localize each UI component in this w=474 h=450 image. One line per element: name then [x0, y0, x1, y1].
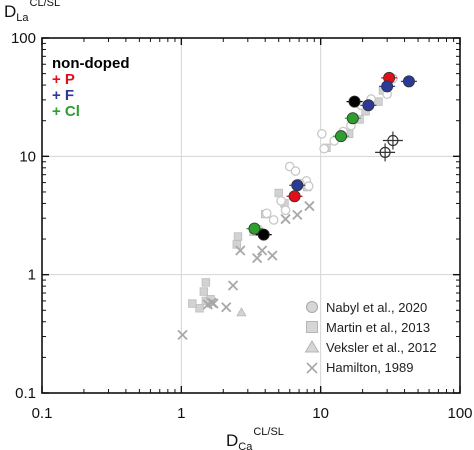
point-open [382, 131, 403, 150]
point-nabyl-et-al-2020 [261, 208, 272, 219]
legend-doping-cl: + Cl [52, 103, 80, 120]
y-axis-label-sup: CL/SL [30, 0, 61, 9]
x-axis-label-main: D [226, 431, 238, 450]
x-axis-label-sub: Ca [238, 441, 253, 450]
point-martin-et-al-2013 [188, 299, 197, 308]
tick-marks [41, 37, 461, 394]
legend-square-marker [306, 321, 318, 333]
point-nabyl-et-al-2020 [317, 128, 327, 139]
point-non-doped [346, 95, 363, 108]
point-nabyl-et-al-2020 [290, 166, 301, 176]
x-tick-label: 1 [177, 405, 185, 422]
point-nabyl-et-al-2020 [276, 196, 286, 206]
plot-frame [41, 37, 461, 394]
point-cl [246, 222, 263, 235]
point-f [379, 80, 396, 93]
y-tick-label: 10 [19, 148, 36, 165]
point-hamilton-1989 [304, 200, 315, 212]
tick-labels: 0.1 1 10 100 0.1 1 10 100 [11, 30, 473, 422]
point-hamilton-1989 [221, 302, 232, 313]
point-nabyl-et-al-2020 [319, 143, 330, 154]
point-martin-et-al-2013 [274, 188, 283, 198]
legend-ref-nabyl-label: Nabyl et al., 2020 [326, 300, 427, 315]
point-martin-et-al-2013 [195, 304, 204, 313]
point-f [360, 99, 377, 112]
point-martin-et-al-2013 [201, 278, 211, 287]
point-nabyl-et-al-2020 [280, 205, 291, 216]
point-hamilton-1989 [292, 209, 303, 221]
point-martin-et-al-2013 [232, 240, 241, 249]
point-martin-et-al-2013 [233, 232, 243, 241]
x-tick-label: 10 [312, 405, 329, 422]
legend-x-marker [306, 362, 318, 374]
point-nabyl-et-al-2020 [303, 181, 314, 191]
data-marks [177, 71, 417, 340]
x-tick-label: 100 [447, 405, 472, 422]
legend-doping-title: non-doped [52, 55, 129, 72]
point-hamilton-1989 [227, 280, 239, 291]
point-non-doped [255, 228, 272, 241]
legend-ref-martin-label: Martin et al., 2013 [326, 320, 430, 335]
point-hamilton-1989 [256, 245, 268, 256]
legend-ref-hamilton: Hamilton, 1989 [306, 360, 413, 375]
point-nabyl-et-al-2020 [268, 215, 279, 225]
point-f [400, 75, 417, 88]
legend-doping-p: + P [52, 71, 75, 88]
y-axis-label-main: D [4, 2, 16, 21]
point-martin-et-al-2013 [199, 287, 209, 296]
y-tick-label: 100 [11, 30, 36, 47]
x-tick-label: 0.1 [32, 405, 53, 422]
x-axis-label-sup: CL/SL [253, 426, 284, 438]
legend-circle-marker [306, 301, 318, 313]
legend-ref-martin: Martin et al., 2013 [306, 320, 430, 335]
y-axis-label-sub: La [16, 12, 29, 24]
y-tick-label: 1 [28, 267, 36, 284]
point-p [286, 190, 303, 203]
legend-ref-hamilton-label: Hamilton, 1989 [326, 360, 413, 375]
y-axis-label: DLaCL/SL [4, 0, 60, 24]
point-hamilton-1989 [280, 213, 291, 225]
point-hamilton-1989 [208, 298, 219, 309]
legend-doping: non-doped + P + F + Cl [52, 55, 129, 120]
point-hamilton-1989 [177, 329, 188, 340]
legend-ref-nabyl: Nabyl et al., 2020 [306, 300, 427, 315]
legend-ref-veksler: Veksler et al., 2012 [304, 340, 437, 355]
point-open [375, 143, 396, 162]
point-hamilton-1989 [252, 252, 263, 264]
y-tick-label: 0.1 [15, 385, 36, 402]
legend-ref-veksler-label: Veksler et al., 2012 [326, 340, 437, 355]
point-hamilton-1989 [235, 245, 246, 256]
legend-doping-f: + F [52, 87, 74, 104]
point-f [289, 179, 306, 192]
x-axis-label: DCaCL/SL [226, 426, 284, 450]
point-cl [333, 130, 350, 143]
legend-triangle-marker [304, 340, 320, 353]
point-hamilton-1989 [267, 250, 278, 261]
point-veksler-et-al-2012 [236, 307, 247, 317]
legend-references: Nabyl et al., 2020 Martin et al., 2013 V… [304, 300, 437, 375]
point-cl [344, 112, 361, 125]
